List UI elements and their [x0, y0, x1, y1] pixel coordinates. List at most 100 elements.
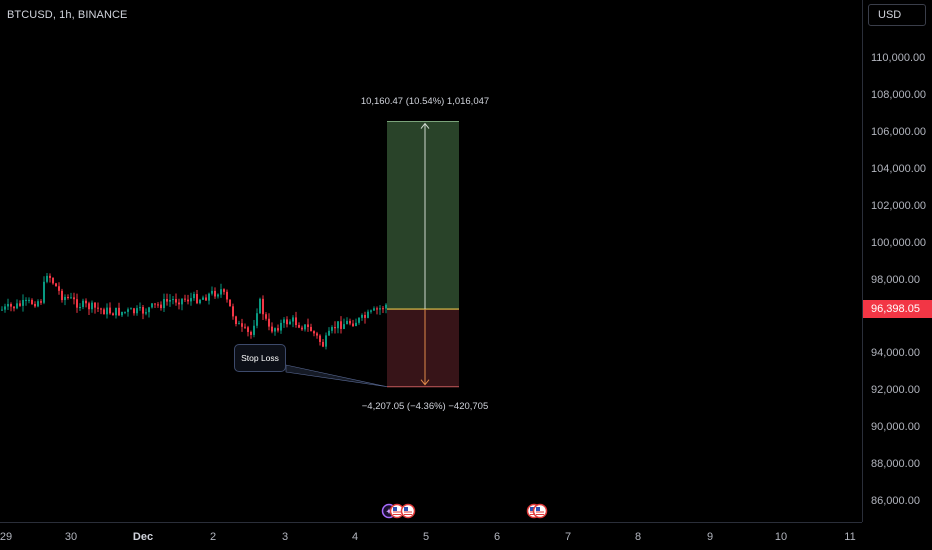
- currency-button[interactable]: USD: [868, 4, 926, 26]
- candle: [73, 292, 75, 305]
- candle: [115, 307, 117, 319]
- candle: [211, 286, 213, 296]
- candle: [355, 318, 357, 327]
- candle: [103, 307, 105, 315]
- candle: [379, 305, 381, 315]
- economic-events: ✦: [381, 503, 548, 519]
- candle: [367, 309, 369, 319]
- candle: [178, 298, 180, 310]
- candle: [358, 317, 360, 325]
- candle: [85, 298, 87, 308]
- candle: [208, 292, 210, 305]
- candle: [370, 309, 372, 314]
- long-position-tool: [285, 121, 459, 388]
- candle: [139, 302, 141, 311]
- candle: [76, 293, 78, 313]
- candle: [82, 298, 84, 310]
- candle: [190, 292, 192, 306]
- candle: [325, 332, 327, 350]
- candle: [133, 307, 135, 316]
- candle: [127, 307, 129, 317]
- candle: [253, 320, 255, 338]
- candle: [175, 293, 177, 306]
- price-axis-label: 92,000.00: [871, 384, 920, 397]
- candle: [361, 313, 363, 321]
- svg-text:✦: ✦: [385, 508, 393, 518]
- candle: [292, 315, 294, 328]
- time-axis-label: 10: [774, 531, 788, 543]
- time-axis-label: 30: [64, 531, 78, 543]
- candle: [79, 303, 81, 312]
- profit-zone[interactable]: [387, 121, 459, 310]
- chart-area[interactable]: BTCUSD, 1h, BINANCE ✦ Stop Loss 10,160.4…: [0, 0, 862, 522]
- candle: [307, 318, 309, 332]
- time-axis-label: 8: [634, 531, 642, 543]
- candle: [196, 290, 198, 305]
- candle: [28, 297, 30, 304]
- candle: [145, 308, 147, 316]
- price-axis[interactable]: USD 110,000.00 108,000.00 106,000.00 104,00…: [862, 0, 932, 522]
- candle: [238, 320, 240, 325]
- candle: [343, 318, 345, 330]
- candle: [217, 293, 219, 299]
- candle: [352, 319, 354, 327]
- candle: [64, 294, 66, 306]
- candle: [373, 306, 375, 312]
- candle: [289, 319, 291, 325]
- candle: [235, 315, 237, 327]
- candle: [244, 323, 246, 329]
- price-axis-label: 90,000.00: [871, 421, 920, 434]
- candle: [136, 305, 138, 316]
- time-axis-label: 5: [422, 531, 430, 543]
- symbol-label[interactable]: BTCUSD, 1h, BINANCE: [7, 9, 128, 21]
- candle: [142, 305, 144, 320]
- candle: [232, 303, 234, 320]
- candle: [7, 298, 9, 310]
- current-price-tag: 96,398.05: [863, 300, 932, 319]
- stop-loss-connector: [285, 364, 388, 388]
- candle: [160, 301, 162, 311]
- candle: [364, 311, 366, 324]
- candle: [151, 303, 153, 309]
- candle: [304, 324, 306, 332]
- candle: [154, 303, 156, 309]
- candle: [184, 294, 186, 302]
- candle: [124, 311, 126, 315]
- candle: [118, 302, 120, 317]
- candle: [277, 324, 279, 333]
- candle: [25, 297, 27, 306]
- candle: [40, 299, 42, 305]
- candle: [319, 334, 321, 346]
- candle: [10, 302, 12, 312]
- time-axis[interactable]: 29 30 Dec 2 3 4 5 6 7 8 9 10 11: [0, 522, 862, 550]
- time-axis-label: 7: [564, 531, 572, 543]
- candle: [298, 322, 300, 329]
- time-axis-label: 6: [493, 531, 501, 543]
- candle: [226, 289, 228, 303]
- loss-zone[interactable]: [387, 309, 459, 387]
- candle: [49, 273, 51, 283]
- candle: [202, 295, 204, 300]
- candle: [109, 302, 111, 315]
- candle: [268, 313, 270, 331]
- time-axis-label: 9: [706, 531, 714, 543]
- price-axis-label: 100,000.00: [871, 236, 927, 249]
- candle: [193, 291, 195, 301]
- target-arrow-head: [420, 122, 430, 129]
- candle: [121, 311, 123, 317]
- us-flag-icon[interactable]: [532, 503, 548, 519]
- candle: [112, 312, 114, 316]
- candle: [199, 298, 201, 305]
- candle: [106, 303, 108, 319]
- candle: [322, 338, 324, 348]
- candle: [1, 306, 3, 311]
- price-axis-label: 88,000.00: [871, 458, 920, 471]
- stop-loss-label[interactable]: Stop Loss: [234, 344, 286, 372]
- us-flag-icon[interactable]: [400, 503, 416, 519]
- time-axis-label: 29: [0, 531, 13, 543]
- candle: [256, 308, 258, 329]
- candle: [346, 317, 348, 325]
- candle: [52, 277, 54, 285]
- candle: [34, 301, 36, 308]
- price-axis-label: 86,000.00: [871, 495, 920, 507]
